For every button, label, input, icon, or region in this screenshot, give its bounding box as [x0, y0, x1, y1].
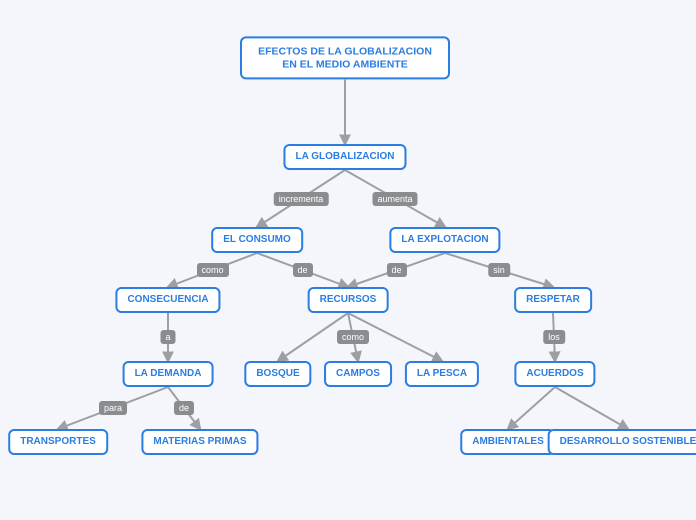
- edge-label-consecuencia-demanda: a: [160, 330, 175, 344]
- node-globalizacion: LA GLOBALIZACION: [283, 144, 406, 170]
- edge-label-explotacion-recursos: de: [386, 263, 406, 277]
- node-acuerdos: ACUERDOS: [514, 361, 595, 387]
- edge-label-globalizacion-consumo: incrementa: [274, 192, 329, 206]
- node-desarrollo: DESARROLLO SOSTENIBLE: [548, 429, 696, 455]
- edge-label-explotacion-respetar: sin: [488, 263, 510, 277]
- node-demanda: LA DEMANDA: [123, 361, 214, 387]
- edge-label-respetar-acuerdos: los: [543, 330, 565, 344]
- node-materias: MATERIAS PRIMAS: [141, 429, 258, 455]
- node-campos: CAMPOS: [324, 361, 392, 387]
- edge-acuerdos-desarrollo: [555, 387, 628, 429]
- edge-label-consumo-consecuencia: como: [196, 263, 228, 277]
- edge-label-consumo-recursos: de: [292, 263, 312, 277]
- node-bosque: BOSQUE: [244, 361, 311, 387]
- node-consecuencia: CONSECUENCIA: [115, 287, 220, 313]
- node-explotacion: LA EXPLOTACION: [389, 227, 500, 253]
- node-root: EFECTOS DE LA GLOBALIZACION EN EL MEDIO …: [240, 36, 450, 79]
- edge-label-demanda-materias: de: [174, 401, 194, 415]
- node-pesca: LA PESCA: [405, 361, 479, 387]
- node-ambientales: AMBIENTALES: [460, 429, 555, 455]
- node-consumo: EL CONSUMO: [211, 227, 303, 253]
- edge-label-recursos-campos: como: [337, 330, 369, 344]
- edge-label-demanda-transportes: para: [99, 401, 127, 415]
- edge-acuerdos-ambientales: [508, 387, 555, 429]
- node-respetar: RESPETAR: [514, 287, 592, 313]
- edge-label-globalizacion-explotacion: aumenta: [372, 192, 417, 206]
- node-recursos: RECURSOS: [308, 287, 389, 313]
- node-transportes: TRANSPORTES: [8, 429, 108, 455]
